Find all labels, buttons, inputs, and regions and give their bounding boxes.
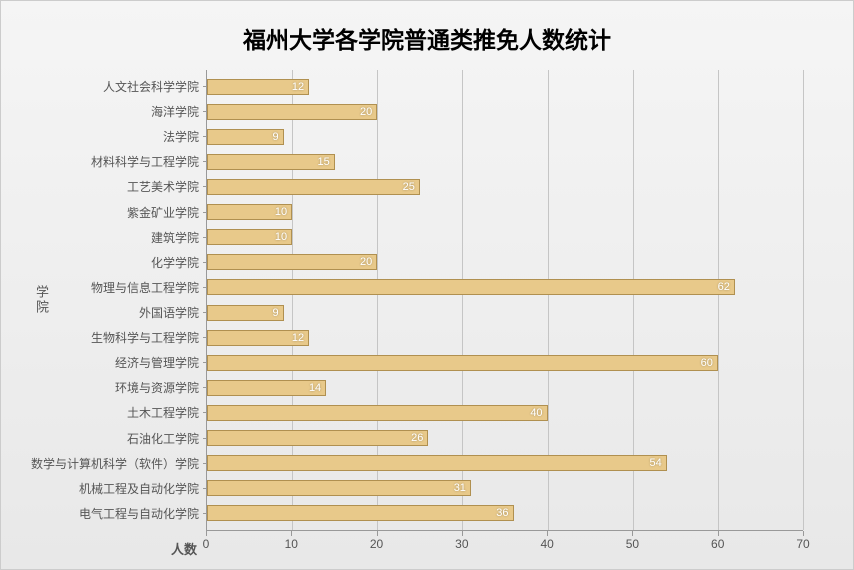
plot-area: 学院 人文社会科学学院12海洋学院20法学院9材料科学与工程学院15工艺美术学院…: [206, 70, 803, 530]
x-tick-label: 30: [455, 537, 468, 551]
bar: 9: [207, 305, 284, 321]
bar-value-label: 60: [701, 357, 713, 369]
bar: 25: [207, 179, 420, 195]
x-tick: [206, 531, 207, 536]
bar: 40: [207, 405, 548, 421]
bar-row: 紫金矿业学院10: [207, 202, 803, 222]
x-axis-title: 人数: [171, 539, 197, 558]
bar-row: 数学与计算机科学（软件）学院54: [207, 453, 803, 473]
bar-row: 土木工程学院40: [207, 403, 803, 423]
bar-value-label: 12: [292, 332, 304, 344]
bar-value-label: 15: [317, 156, 329, 168]
x-tick-label: 40: [540, 537, 553, 551]
bar-row: 外国语学院9: [207, 303, 803, 323]
bar-row: 经济与管理学院60: [207, 353, 803, 373]
bar-value-label: 54: [650, 457, 662, 469]
bar-value-label: 36: [496, 507, 508, 519]
bar: 9: [207, 129, 284, 145]
bars-group: 人文社会科学学院12 海洋学院20 法学院9 材料科学与工程学院15 工艺美术学院25 紫…: [207, 70, 803, 530]
bar-value-label: 40: [530, 407, 542, 419]
category-label: 海洋学院: [151, 103, 207, 120]
category-label: 法学院: [163, 128, 207, 145]
category-label: 生物科学与工程学院: [91, 329, 207, 346]
bar: 26: [207, 430, 428, 446]
bar-value-label: 9: [273, 307, 279, 319]
x-tick-label: 20: [370, 537, 383, 551]
x-tick-label: 10: [285, 537, 298, 551]
x-tick-label: 50: [626, 537, 639, 551]
x-tick: [462, 531, 463, 536]
x-tick: [803, 531, 804, 536]
bar-value-label: 31: [454, 482, 466, 494]
category-label: 化学学院: [151, 254, 207, 271]
bar-row: 环境与资源学院14: [207, 378, 803, 398]
bar: 31: [207, 480, 471, 496]
category-label: 数学与计算机科学（软件）学院: [31, 455, 207, 472]
x-tick: [632, 531, 633, 536]
bar-row: 法学院9: [207, 127, 803, 147]
category-label: 建筑学院: [151, 229, 207, 246]
category-label: 紫金矿业学院: [127, 204, 207, 221]
bar-row: 电气工程与自动化学院36: [207, 503, 803, 523]
bar-row: 材料科学与工程学院15: [207, 152, 803, 172]
bar: 10: [207, 204, 292, 220]
category-label: 机械工程及自动化学院: [79, 480, 207, 497]
bar-row: 机械工程及自动化学院31: [207, 478, 803, 498]
bar-value-label: 62: [718, 281, 730, 293]
category-label: 外国语学院: [139, 304, 207, 321]
category-label: 工艺美术学院: [127, 178, 207, 195]
x-tick: [718, 531, 719, 536]
bar-row: 人文社会科学学院12: [207, 77, 803, 97]
bar-row: 建筑学院10: [207, 227, 803, 247]
x-tick: [377, 531, 378, 536]
x-tick-label: 0: [203, 537, 210, 551]
category-label: 土木工程学院: [127, 404, 207, 421]
bar-value-label: 10: [275, 206, 287, 218]
bar-value-label: 20: [360, 256, 372, 268]
category-label: 石油化工学院: [127, 430, 207, 447]
bar-value-label: 14: [309, 382, 321, 394]
bar: 15: [207, 154, 335, 170]
bar: 14: [207, 380, 326, 396]
x-tick: [547, 531, 548, 536]
chart-title: 福州大学各学院普通类推免人数统计: [21, 21, 833, 55]
bar: 20: [207, 254, 377, 270]
category-label: 经济与管理学院: [115, 354, 207, 371]
bar: 12: [207, 330, 309, 346]
category-label: 人文社会科学学院: [103, 78, 207, 95]
bar-row: 海洋学院20: [207, 102, 803, 122]
bar: 10: [207, 229, 292, 245]
y-axis-title: 学院: [32, 285, 51, 315]
bar-value-label: 26: [411, 432, 423, 444]
x-tick-label: 60: [711, 537, 724, 551]
bar: 12: [207, 79, 309, 95]
bar-row: 生物科学与工程学院12: [207, 328, 803, 348]
bar: 54: [207, 455, 667, 471]
category-label: 电气工程与自动化学院: [79, 505, 207, 522]
bar-value-label: 12: [292, 81, 304, 93]
chart-container: 福州大学各学院普通类推免人数统计 学院 人文社会科学学院12海洋学院20法学院9…: [0, 0, 854, 570]
x-tick-label: 70: [796, 537, 809, 551]
bar-value-label: 9: [273, 131, 279, 143]
bar-value-label: 20: [360, 106, 372, 118]
gridline: [803, 70, 804, 530]
bar-row: 工艺美术学院25: [207, 177, 803, 197]
category-label: 环境与资源学院: [115, 379, 207, 396]
bar-value-label: 25: [403, 181, 415, 193]
category-label: 物理与信息工程学院: [91, 279, 207, 296]
bar: 36: [207, 505, 514, 521]
bar-row: 化学学院20: [207, 252, 803, 272]
bar: 62: [207, 279, 735, 295]
bar-row: 石油化工学院26: [207, 428, 803, 448]
bar: 20: [207, 104, 377, 120]
bar-value-label: 10: [275, 231, 287, 243]
bar-row: 物理与信息工程学院62: [207, 277, 803, 297]
x-tick: [291, 531, 292, 536]
bar: 60: [207, 355, 718, 371]
x-axis: 人数 010203040506070: [206, 530, 803, 560]
category-label: 材料科学与工程学院: [91, 153, 207, 170]
